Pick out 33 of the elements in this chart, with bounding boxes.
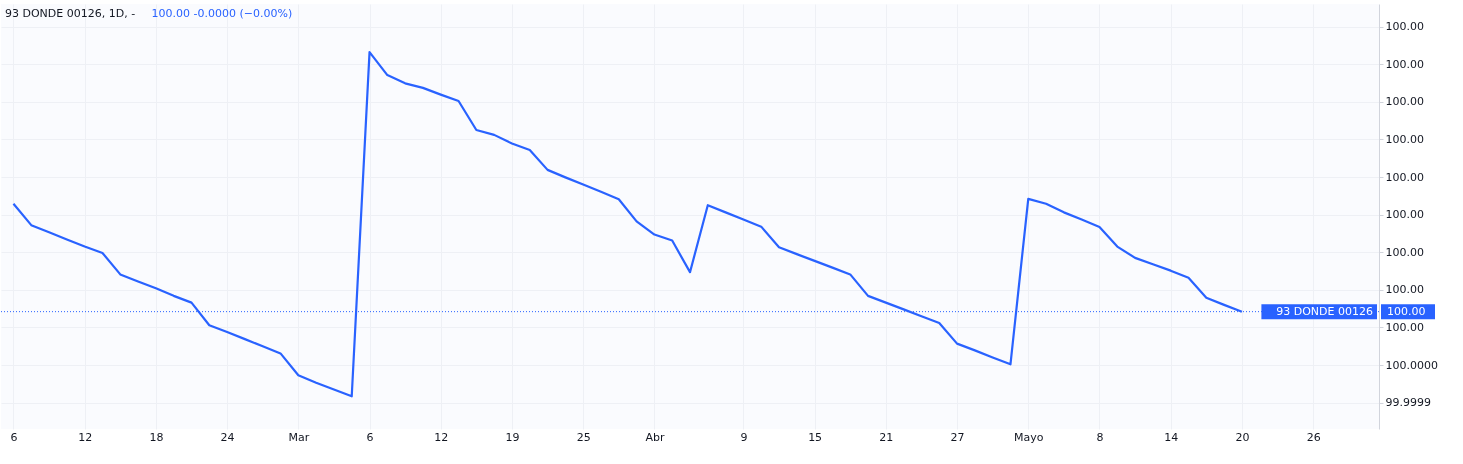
x-tick-label: 18 — [149, 430, 164, 444]
y-tick-label: 100.0000 — [1385, 358, 1438, 372]
y-tick-label: 100.00 — [1385, 57, 1424, 71]
y-tick-label: 100.00 — [1385, 283, 1424, 297]
x-tick-label: 6 — [10, 430, 18, 444]
y-tick-label: 99.9999 — [1385, 396, 1431, 410]
y-tick-label: 100.00 — [1385, 245, 1424, 259]
x-tick-label: 27 — [950, 430, 965, 444]
y-tick-label: 100.00 — [1385, 132, 1424, 146]
x-tick-label: Abr — [645, 430, 665, 444]
x-tick-label: Mayo — [1014, 430, 1044, 444]
chart-title: 93 DONDE 00126, 1D, - — [5, 7, 136, 20]
y-tick-label: 100.00 — [1385, 170, 1424, 184]
x-tick-label: 15 — [808, 430, 823, 444]
y-tick-label: 100.00 — [1385, 208, 1424, 222]
x-tick-label: 26 — [1306, 430, 1321, 444]
x-tick-label: Mar — [288, 430, 310, 444]
ref-line-label: 93 DONDE 00126 — [1276, 304, 1373, 318]
x-tick-label: 19 — [505, 430, 520, 444]
x-tick-label: 14 — [1164, 430, 1179, 444]
x-tick-label: 20 — [1235, 430, 1250, 444]
x-tick-label: 24 — [220, 430, 235, 444]
y-tick-label: 100.00 — [1385, 95, 1424, 109]
chart-subtitle: 100.00 -0.0000 (−0.00%) — [151, 7, 293, 20]
x-tick-label: 12 — [78, 430, 93, 444]
y-tick-label: 100.00 — [1385, 20, 1424, 34]
x-tick-label: 6 — [366, 430, 374, 444]
y-tick-label: 100.00 — [1385, 320, 1424, 334]
x-tick-label: 25 — [576, 430, 591, 444]
x-tick-label: 12 — [434, 430, 449, 444]
x-tick-label: 9 — [740, 430, 748, 444]
x-tick-label: 21 — [879, 430, 894, 444]
x-tick-label: 8 — [1096, 430, 1104, 444]
